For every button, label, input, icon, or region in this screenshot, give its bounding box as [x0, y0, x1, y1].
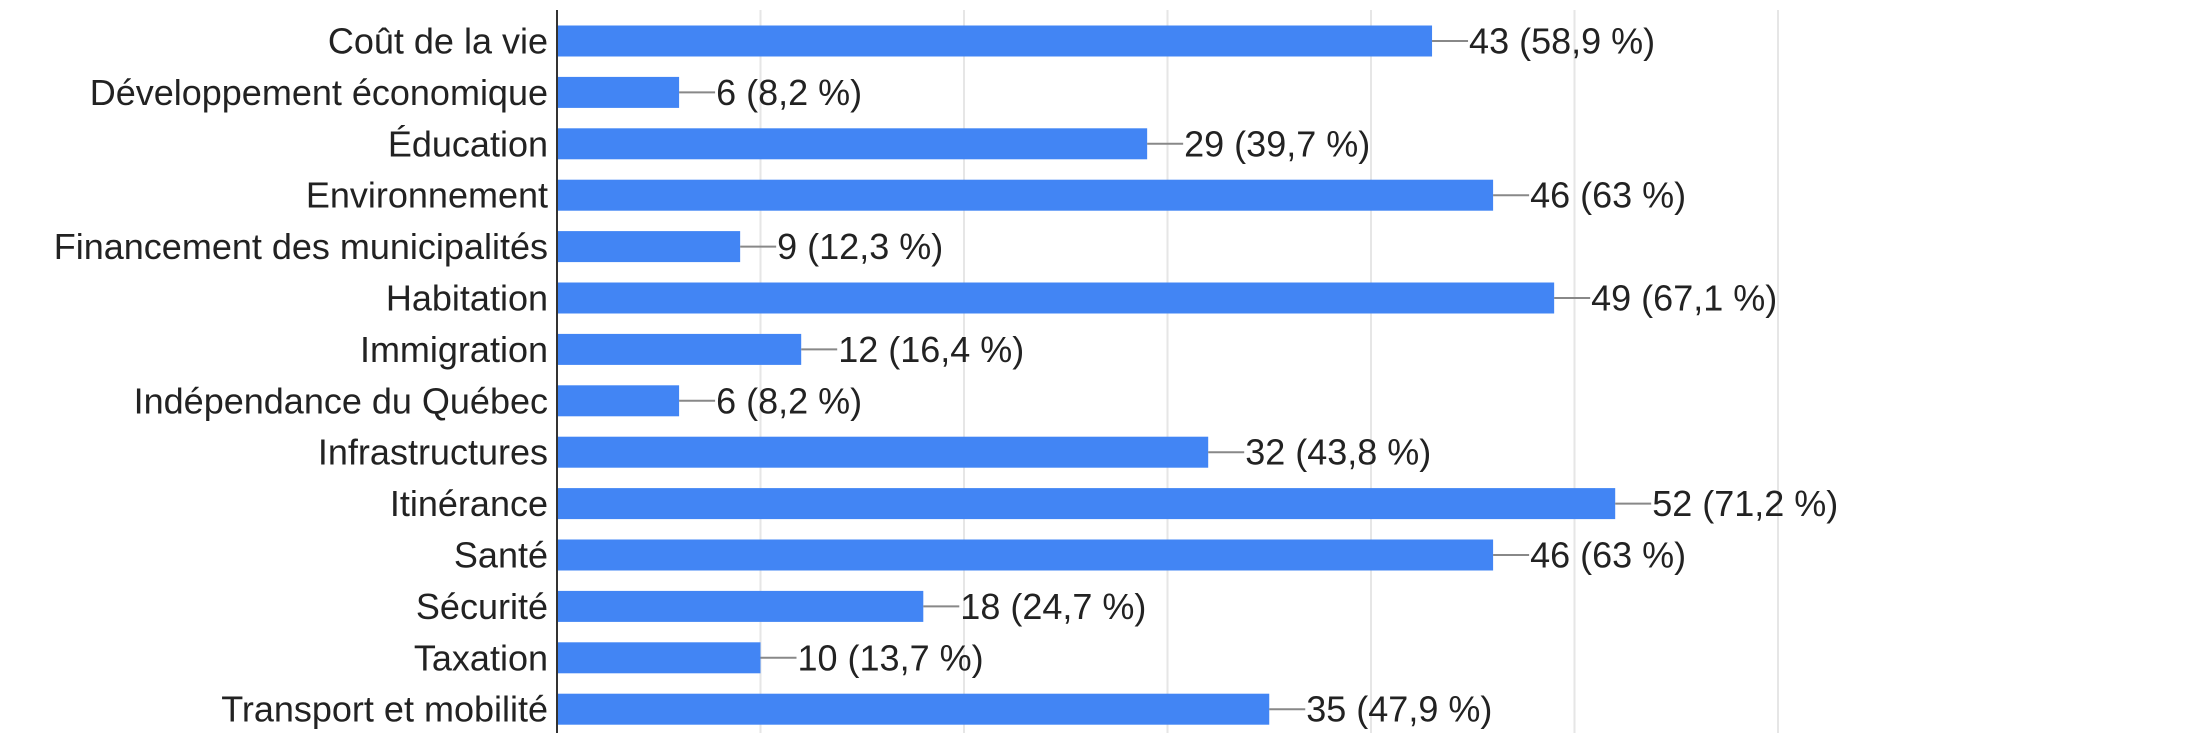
data-label: 6 (8,2 %) — [716, 380, 862, 421]
category-label: Immigration — [360, 329, 548, 370]
category-label: Indépendance du Québec — [134, 380, 548, 421]
bar — [557, 333, 802, 365]
data-label: 29 (39,7 %) — [1184, 123, 1370, 164]
label-leader-lines — [679, 40, 1652, 711]
category-label: Coût de la vie — [328, 21, 548, 62]
bar — [557, 385, 680, 417]
data-label: 18 (24,7 %) — [960, 586, 1146, 627]
bar — [557, 436, 1209, 468]
bar — [557, 128, 1148, 160]
bar — [557, 693, 1270, 725]
category-label: Sécurité — [416, 586, 548, 627]
category-labels: Coût de la vie Développement économique Éd… — [54, 21, 548, 730]
data-label: 46 (63 %) — [1530, 175, 1686, 216]
gridlines — [759, 10, 1779, 733]
bar — [557, 642, 761, 674]
data-labels: 43 (58,9 %) 6 (8,2 %) 29 (39,7 %) 46 (63 %)… — [716, 21, 1838, 730]
data-label: 43 (58,9 %) — [1469, 21, 1655, 62]
data-label: 10 (13,7 %) — [798, 637, 984, 678]
category-label: Itinérance — [390, 483, 548, 524]
bar — [557, 25, 1433, 57]
bar — [557, 488, 1616, 520]
data-label: 32 (43,8 %) — [1245, 432, 1431, 473]
data-label: 6 (8,2 %) — [716, 72, 862, 113]
category-label: Transport et mobilité — [221, 689, 548, 730]
category-label: Habitation — [386, 278, 548, 319]
data-label: 52 (71,2 %) — [1652, 483, 1838, 524]
category-label: Éducation — [388, 123, 548, 164]
category-label: Taxation — [414, 637, 548, 678]
data-label: 35 (47,9 %) — [1306, 689, 1492, 730]
bar — [557, 539, 1494, 571]
category-label: Infrastructures — [318, 432, 548, 473]
bar — [557, 590, 924, 622]
data-label: 9 (12,3 %) — [777, 226, 943, 267]
category-label: Développement économique — [90, 72, 548, 113]
bar-series — [557, 25, 1616, 725]
bar — [557, 282, 1555, 314]
bar — [557, 179, 1494, 211]
category-label: Santé — [454, 535, 548, 576]
data-label: 12 (16,4 %) — [838, 329, 1024, 370]
data-label: 46 (63 %) — [1530, 535, 1686, 576]
data-label: 49 (67,1 %) — [1591, 278, 1777, 319]
category-label: Environnement — [306, 175, 548, 216]
category-label: Financement des municipalités — [54, 226, 548, 267]
bar — [557, 231, 741, 263]
bar — [557, 76, 680, 108]
